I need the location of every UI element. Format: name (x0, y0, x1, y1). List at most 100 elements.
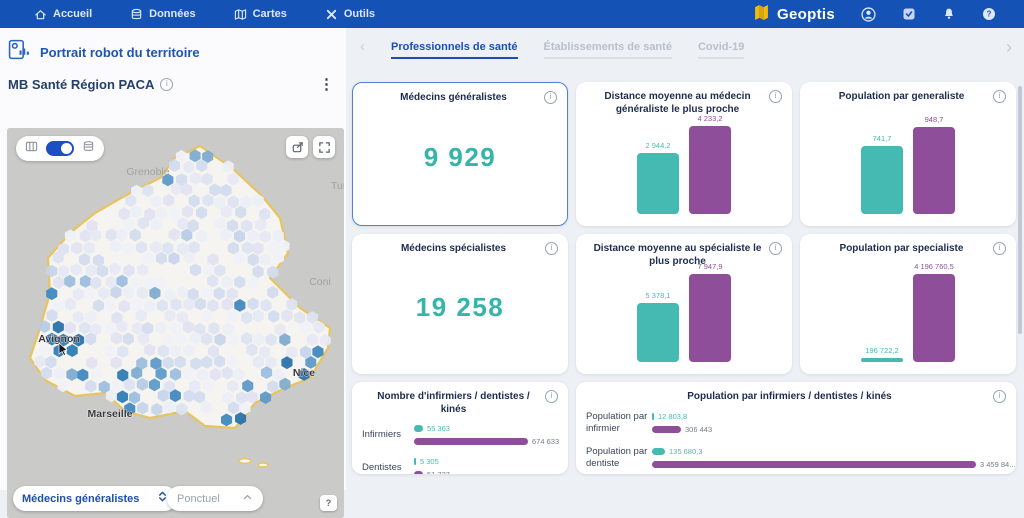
bar-value-label: 674 633 (532, 437, 560, 446)
info-icon[interactable] (769, 90, 782, 103)
bar-segment (414, 471, 423, 474)
bar-group: 4 196 760,5 (913, 262, 955, 362)
map-hexagon (183, 160, 195, 174)
map-hexagon (129, 391, 141, 404)
map-hexagon (234, 275, 246, 289)
map-hexagon (228, 401, 240, 415)
bar-group: 5 378,1 (637, 291, 679, 362)
bar-chart: 196 722,2 4 196 760,5 (800, 262, 1016, 362)
map-hexagon (207, 345, 219, 358)
bar-segment (689, 126, 731, 214)
nav-item-cartes[interactable]: Cartes (234, 8, 287, 21)
map-hexagon (137, 216, 149, 230)
card-nombre-infirmiers-dentistes-kines[interactable]: Nombre d'infirmiers / dentistes / kinés … (352, 382, 568, 474)
map-hexagon (79, 275, 91, 288)
map-hexagon (170, 322, 182, 335)
map-hexagon (207, 299, 219, 312)
info-icon[interactable] (993, 90, 1006, 103)
map-hexagon (234, 252, 246, 265)
page-title: Portrait robot du territoire (40, 44, 200, 60)
map-mode-toggle[interactable] (46, 141, 74, 156)
info-icon[interactable] (545, 242, 558, 255)
card-title: Nombre d'infirmiers / dentistes / kinés (377, 391, 530, 415)
help-icon[interactable]: ? (982, 7, 996, 21)
map-hexagon (70, 263, 82, 276)
map-help-button[interactable]: ? (320, 495, 337, 511)
map-hexagon (235, 412, 247, 425)
map-hexagon (265, 333, 277, 347)
map-hexagon (168, 252, 180, 265)
card-title: Médecins spécialistes (400, 243, 507, 254)
map-hexagon (246, 343, 258, 357)
tab-covid-19[interactable]: Covid-19 (697, 41, 745, 59)
card-distance-generaliste[interactable]: Distance moyenne au médecin généraliste … (576, 82, 792, 226)
nav-item-outils[interactable]: Outils (325, 8, 375, 21)
map-hexagon (190, 172, 202, 185)
columns-icon[interactable] (25, 140, 38, 158)
tabs-next-icon[interactable]: › (1006, 37, 1012, 57)
map-hexagon (104, 344, 116, 358)
map-hexagon (110, 331, 122, 345)
map-hexagon (201, 355, 213, 369)
brand-logo[interactable]: Geoptis (753, 4, 835, 24)
map-hexagon (131, 321, 143, 335)
info-icon[interactable] (545, 390, 558, 403)
map-hexagon (242, 379, 254, 393)
card-population-specialiste[interactable]: Population par specialiste 196 722,2 4 19… (800, 234, 1016, 374)
check-square-icon[interactable] (902, 7, 916, 21)
info-icon[interactable] (993, 390, 1006, 403)
info-icon[interactable] (769, 242, 782, 255)
map-hexagon (312, 345, 324, 359)
map-hexagon (214, 264, 226, 277)
vertical-scrollbar[interactable] (1018, 86, 1022, 334)
user-icon[interactable] (861, 6, 876, 22)
map-hexagon (207, 274, 219, 288)
bell-icon[interactable] (942, 7, 956, 21)
map-hexagon (187, 219, 199, 233)
map-hexagon (259, 345, 271, 359)
map-icon (234, 8, 247, 21)
map-hexagon (190, 331, 202, 345)
map-hexagon (227, 241, 239, 255)
map-hexagon (189, 149, 201, 163)
map-hexagon (306, 333, 318, 346)
card-population-generaliste[interactable]: Population par generaliste 741,7 948,7 (800, 82, 1016, 226)
map-hexagon (222, 160, 234, 174)
map-hexagon (129, 228, 141, 242)
card-population-infirmiers-dentistes-kines[interactable]: Population par infirmiers / dentistes / … (576, 382, 1016, 474)
card-medecins-generalistes[interactable]: Médecins généralistes 9 929 (352, 82, 568, 226)
fullscreen-button[interactable] (313, 136, 335, 158)
map-hexagon (142, 184, 154, 197)
map-view-controls (16, 136, 104, 161)
map-hexagon (260, 391, 272, 404)
bar-value-label: 741,7 (872, 134, 892, 143)
share-button[interactable] (286, 136, 308, 158)
tab-professionnels-de-sante[interactable]: Professionnels de santé (391, 41, 518, 59)
card-distance-specialiste[interactable]: Distance moyenne au spécialiste le plus … (576, 234, 792, 374)
kebab-menu-icon[interactable]: ⋮ (319, 76, 334, 93)
bar-segment (913, 127, 955, 214)
info-icon[interactable] (993, 242, 1006, 255)
map-hexagon (188, 194, 200, 208)
bar-segment (414, 438, 528, 445)
tab-etablissements-de-sante[interactable]: Établissements de santé (543, 41, 672, 59)
tabs-prev-icon[interactable]: ‹ (360, 38, 365, 55)
map-hexagon (259, 207, 271, 221)
bar-chart: 2 944,2 4 233,2 (576, 114, 792, 214)
info-icon[interactable] (160, 78, 174, 91)
map-hexagon (116, 390, 128, 404)
map-hexagon (109, 239, 121, 253)
card-title: Distance moyenne au spécialiste le plus … (593, 243, 762, 267)
info-icon[interactable] (544, 91, 557, 104)
map-hexagon (299, 321, 311, 334)
card-medecins-specialistes[interactable]: Médecins spécialistes 19 258 (352, 234, 568, 374)
map-hexagon (148, 378, 160, 392)
map-hexagon (228, 333, 240, 347)
map-hexagon (214, 354, 226, 368)
map-hexagon (144, 343, 156, 357)
nav-item-accueil[interactable]: Accueil (34, 8, 92, 21)
layers-icon[interactable] (82, 140, 95, 158)
map-hexagon (142, 251, 154, 265)
nav-item-donnees[interactable]: Données (130, 8, 196, 21)
map-canvas[interactable]: Grenoble Tur Coni Avignon Nice Marseille… (7, 128, 344, 518)
